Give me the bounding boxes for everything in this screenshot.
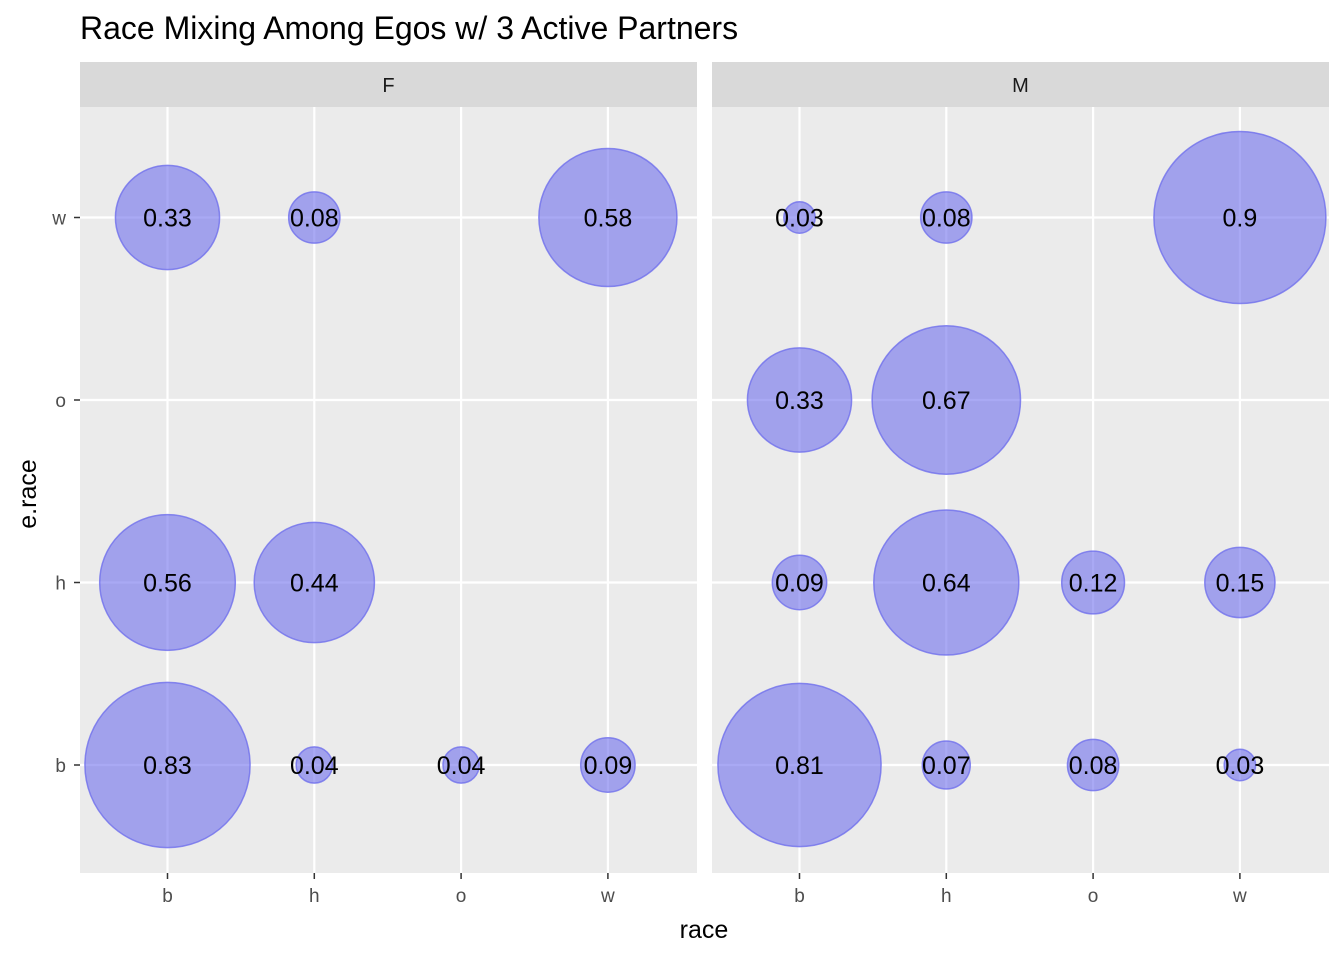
bubble-label: 0.03 — [775, 205, 824, 233]
bubble-label: 0.07 — [922, 752, 971, 780]
bubble-label: 0.08 — [290, 205, 339, 233]
bubble-label: 0.09 — [775, 570, 824, 598]
bubble-label: 0.67 — [922, 387, 971, 415]
bubble-M-h-h — [873, 509, 1020, 656]
y-axis-title: e.race — [14, 459, 42, 528]
y-tick-label: h — [55, 574, 66, 595]
facet-panel-M: Mb h o w 0.03 0.08 0.9 0.33 0.67 0.09 0.64 0.12 0.15… — [712, 62, 1329, 907]
x-tick-label: h — [309, 886, 320, 907]
bubble-label: 0.04 — [437, 752, 486, 780]
facet-panels: Fb h o w b h o w 0.33 0.08 0.58 0.56 0.44 0.83 0.04 0.0… — [51, 62, 1329, 907]
bubble-M-w-w — [1153, 130, 1327, 305]
bubble-label: 0.09 — [584, 752, 633, 780]
bubble-M-h-b — [921, 740, 972, 790]
y-tick-label: o — [55, 391, 66, 412]
x-axis-title: race — [680, 916, 729, 944]
x-tick-label: b — [162, 886, 173, 907]
bubble-M-b-o — [746, 347, 853, 453]
facet-strip-label: F — [382, 75, 394, 97]
bubble-F-h-b — [295, 746, 334, 784]
bubble-M-w-b — [1223, 748, 1257, 782]
bubble-label: 0.03 — [1216, 752, 1265, 780]
bubble-label: 0.9 — [1223, 205, 1258, 233]
bubble-label: 0.81 — [775, 752, 824, 780]
bubble-label: 0.56 — [143, 570, 192, 598]
bubble-label: 0.15 — [1216, 570, 1265, 598]
x-tick-label: o — [1088, 886, 1099, 907]
bubble-label: 0.33 — [143, 205, 192, 233]
bubble-M-w-h — [1204, 546, 1276, 619]
bubble-label: 0.08 — [1069, 752, 1118, 780]
bubble-F-h-h — [253, 521, 376, 644]
x-tick-label: w — [1232, 886, 1247, 907]
bubble-label: 0.64 — [922, 570, 971, 598]
bubble-F-h-w — [287, 191, 341, 244]
bubble-label: 0.04 — [290, 752, 339, 780]
bubble-label: 0.58 — [584, 205, 633, 233]
bubble-label: 0.44 — [290, 570, 339, 598]
x-tick-label: o — [456, 886, 467, 907]
x-tick-label: h — [941, 886, 952, 907]
bubble-label: 0.12 — [1069, 570, 1118, 598]
bubble-F-o-b — [442, 746, 480, 784]
bubble-M-b-w — [783, 201, 816, 234]
y-tick-label: b — [55, 756, 66, 777]
facet-panel-F: Fb h o w b h o w 0.33 0.08 0.58 0.56 0.44 0.83 0.04 0.0… — [51, 62, 697, 907]
bubble-M-o-b — [1066, 738, 1120, 792]
bubble-F-b-h — [98, 513, 237, 652]
bubble-M-o-h — [1060, 550, 1126, 615]
bubble-label: 0.08 — [922, 205, 971, 233]
x-tick-label: b — [794, 886, 805, 907]
y-tick-label: w — [51, 209, 66, 230]
x-tick-label: w — [600, 886, 615, 907]
bubble-M-h-w — [919, 191, 973, 244]
bubble-M-b-h — [771, 554, 828, 611]
facet-strip-label: M — [1012, 75, 1029, 97]
bubble-label: 0.83 — [143, 752, 192, 780]
bubble-F-b-b — [84, 681, 251, 849]
bubble-label: 0.33 — [775, 387, 824, 415]
bubble-F-b-w — [114, 164, 221, 271]
bubble-F-w-w — [538, 147, 678, 288]
bubble-F-w-b — [579, 737, 636, 793]
chart-title: Race Mixing Among Egos w/ 3 Active Partn… — [80, 10, 738, 46]
bubble-M-h-o — [871, 325, 1022, 475]
bubble-M-b-b — [717, 682, 882, 848]
facet-strip — [80, 62, 697, 107]
facet-strip — [712, 62, 1329, 107]
